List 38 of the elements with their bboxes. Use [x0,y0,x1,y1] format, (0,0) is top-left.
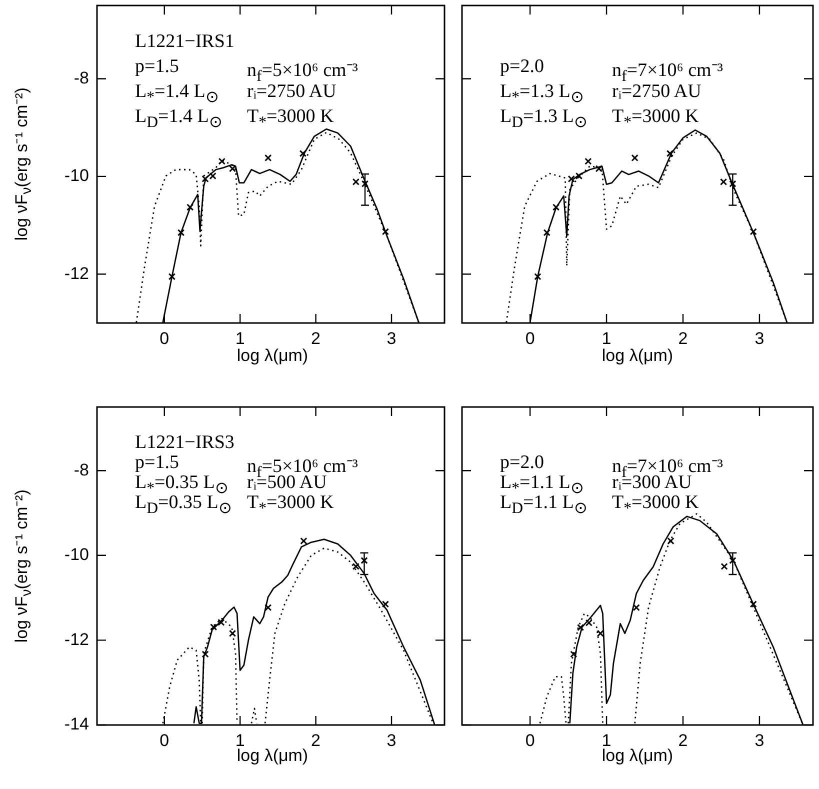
annotation: T$_{*}$=3000 K [612,106,700,131]
annotation: T$_{*}$=3000 K [612,492,700,517]
x-axis-title: log λ(μm) [236,346,308,366]
annotation: L$_{D}$=1.3 L$_{⊙}$ [500,106,588,131]
annotation: p=2.0 [500,56,545,79]
x-tick-label: 3 [386,730,396,750]
y-tick-label: -10 [64,166,89,186]
x-tick-label: 2 [311,328,321,348]
annotation: L$_{*}$=1.3 L$_{⊙}$ [500,81,584,106]
annotation: p=1.5 [135,56,180,79]
x-tick-label: 2 [311,730,321,750]
y-tick-label: -8 [74,460,89,480]
y-tick-label: -14 [64,714,89,734]
x-tick-label: 0 [525,328,535,348]
x-tick-label: 3 [754,328,764,348]
annotation: L1221−IRS1 [135,31,236,54]
annotation: T$_{*}$=3000 K [247,492,335,517]
x-tick-label: 0 [525,730,535,750]
annotation: L1221−IRS3 [135,432,236,453]
annotation: T$_{*}$=3000 K [247,106,335,131]
x-axis-title: log λ(μm) [602,346,674,366]
annotation: p=1.5 [135,452,180,473]
x-tick-label: 3 [386,328,396,348]
annotation: L$_{D}$=0.35 L$_{⊙}$ [135,492,232,517]
y-tick-label: -8 [74,68,89,88]
annotation: p=2.0 [500,452,545,473]
x-tick-label: 1 [235,328,245,348]
y-tick-label: -12 [64,264,89,283]
x-tick-label: 3 [754,730,764,750]
annotation: L$_{*}$=1.4 L$_{⊙}$ [135,81,220,106]
annotation: L$_{D}$=1.4 L$_{⊙}$ [135,106,223,131]
x-tick-label: 2 [678,730,688,750]
x-tick-label: 2 [678,328,688,348]
y-tick-label: -10 [64,545,89,564]
y-tick-label: -12 [64,630,89,649]
x-tick-label: 0 [160,730,170,750]
x-tick-label: 0 [160,328,170,348]
x-tick-label: 1 [602,328,612,348]
